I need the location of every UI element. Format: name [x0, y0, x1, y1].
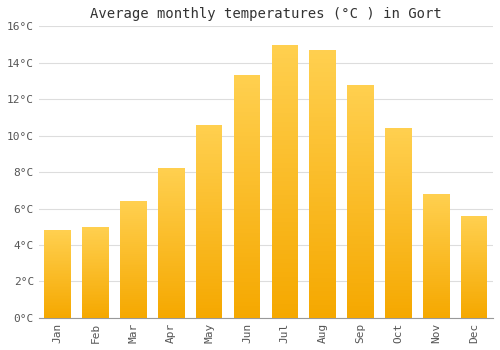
- Bar: [461, 216, 487, 318]
- Bar: [272, 44, 298, 318]
- Bar: [158, 168, 184, 318]
- Bar: [120, 201, 146, 318]
- Bar: [234, 76, 260, 318]
- Title: Average monthly temperatures (°C ) in Gort: Average monthly temperatures (°C ) in Go…: [90, 7, 442, 21]
- Bar: [44, 230, 71, 318]
- Bar: [82, 227, 109, 318]
- Bar: [385, 128, 411, 318]
- Bar: [196, 125, 222, 318]
- Bar: [310, 50, 336, 318]
- Bar: [348, 85, 374, 318]
- Bar: [423, 194, 450, 318]
